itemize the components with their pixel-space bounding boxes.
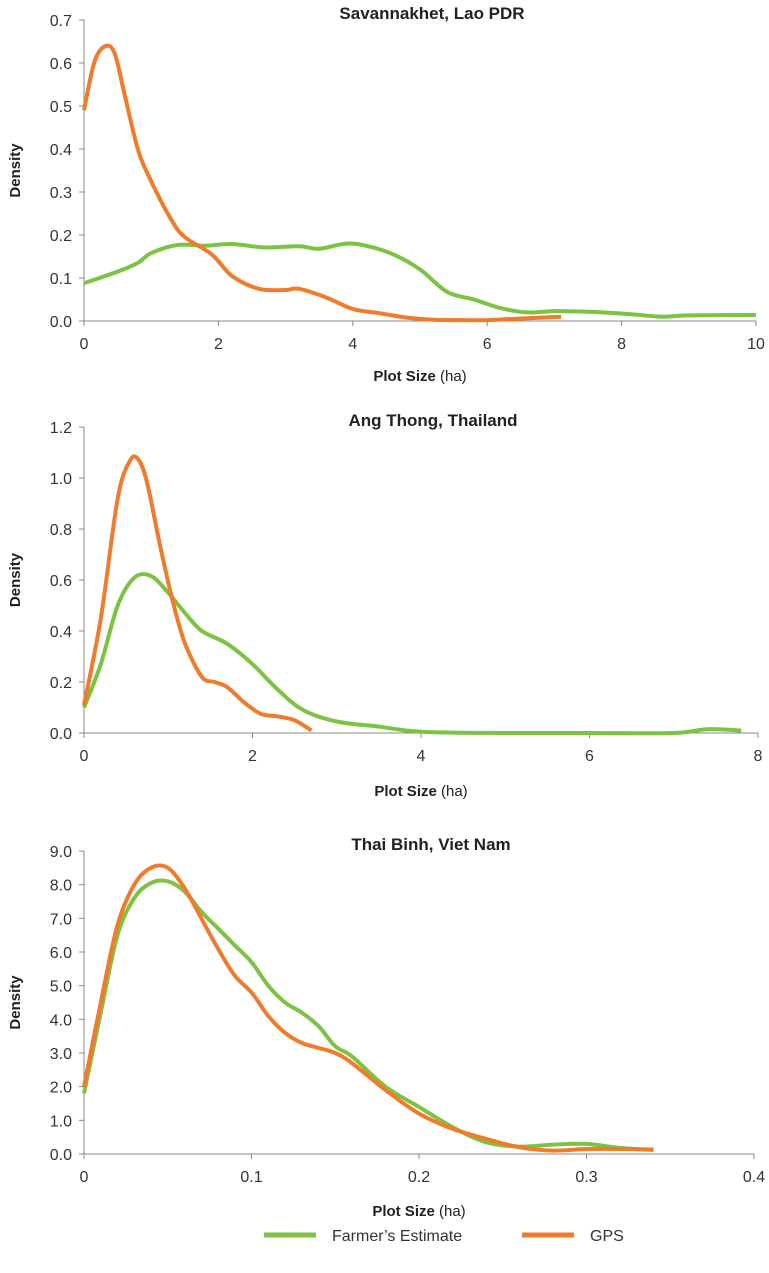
- y-axis-label: Density: [7, 552, 24, 607]
- y-tick-label: 1.0: [50, 471, 72, 488]
- chart-panel-1: 0.0 0.1 0.2 0.3 0.4 0.5 0.6 0.7 0 2 4 6 8 10 Savannakh…: [7, 4, 765, 385]
- y-tick-label: 1.2: [50, 420, 72, 437]
- y-tick-label: 0.2: [50, 228, 72, 245]
- x-tick-label: 2: [214, 336, 223, 353]
- y-tick-label: 0.0: [50, 726, 72, 743]
- y-tick-label: 0.2: [50, 675, 72, 692]
- x-tick-label: 0: [80, 1169, 89, 1186]
- x-tick-label: 0.4: [743, 1169, 765, 1186]
- x-tick-label: 0.3: [575, 1169, 597, 1186]
- x-tick-label: 2: [248, 748, 257, 765]
- legend-label-farmers-estimate: Farmer’s Estimate: [332, 1228, 462, 1245]
- y-tick-label: 9.0: [50, 844, 72, 861]
- series-line-farmer-s-estimate: [82, 878, 654, 1152]
- chart-title: Thai Binh, Viet Nam: [351, 835, 510, 854]
- y-tick-label: 4.0: [50, 1012, 72, 1029]
- y-axis-label: Density: [7, 143, 24, 198]
- y-tick-label: 0.3: [50, 185, 72, 202]
- series-line-farmer-s-estimate: [82, 572, 742, 736]
- y-tick-label: 0.7: [50, 13, 72, 30]
- y-tick-label: 0.5: [50, 99, 72, 116]
- legend: Farmer’s Estimate GPS: [264, 1228, 624, 1245]
- x-tick-label: 0: [80, 748, 89, 765]
- chart-panel-3: 0.0 1.0 2.0 3.0 4.0 5.0 6.0 7.0 8.0 9.0 0 0.1 0.2 0.3…: [7, 835, 765, 1220]
- y-tick-label: 8.0: [50, 878, 72, 895]
- x-axis-label: Plot Size (ha): [373, 368, 466, 385]
- x-tick-label: 6: [483, 336, 492, 353]
- y-axis-label: Density: [7, 975, 24, 1030]
- y-tick-label: 0.8: [50, 522, 72, 539]
- x-tick-label: 0.2: [408, 1169, 430, 1186]
- series-line-gps: [82, 43, 562, 323]
- chart-title: Savannakhet, Lao PDR: [339, 4, 524, 23]
- charts-container: 0.0 0.1 0.2 0.3 0.4 0.5 0.6 0.7 0 2 4 6 8 10 Savannakh…: [7, 4, 765, 1220]
- x-axis-label: Plot Size (ha): [374, 783, 467, 800]
- y-tick-label: 0.4: [50, 624, 72, 641]
- x-tick-label: 4: [417, 748, 426, 765]
- y-tick-label: 0.6: [50, 573, 72, 590]
- x-tick-label: 4: [348, 336, 357, 353]
- legend-label-gps: GPS: [590, 1228, 624, 1245]
- series-line-gps: [82, 454, 313, 733]
- x-axis-label: Plot Size (ha): [372, 1203, 465, 1220]
- x-tick-label: 0: [80, 336, 89, 353]
- y-tick-label: 6.0: [50, 945, 72, 962]
- y-tick-label: 0.4: [50, 142, 72, 159]
- y-tick-label: 0.6: [50, 56, 72, 73]
- x-tick-label: 8: [617, 336, 626, 353]
- chart-title: Ang Thong, Thailand: [348, 411, 517, 430]
- y-tick-label: 3.0: [50, 1046, 72, 1063]
- y-tick-label: 5.0: [50, 979, 72, 996]
- series-line-farmer-s-estimate: [83, 241, 757, 319]
- chart-panel-2: 0.0 0.2 0.4 0.6 0.8 1.0 1.2 0 2 4 6 8 Ang Thong, Tha…: [7, 411, 763, 800]
- y-tick-label: 1.0: [50, 1113, 72, 1130]
- y-tick-label: 0.1: [50, 271, 72, 288]
- x-tick-label: 8: [754, 748, 763, 765]
- x-tick-label: 10: [747, 336, 765, 353]
- y-tick-label: 0.0: [50, 314, 72, 331]
- x-tick-label: 6: [585, 748, 594, 765]
- x-tick-label: 0.1: [240, 1169, 262, 1186]
- y-tick-label: 0.0: [50, 1147, 72, 1164]
- y-tick-label: 7.0: [50, 911, 72, 928]
- series-line-gps: [82, 863, 654, 1153]
- y-tick-label: 2.0: [50, 1080, 72, 1097]
